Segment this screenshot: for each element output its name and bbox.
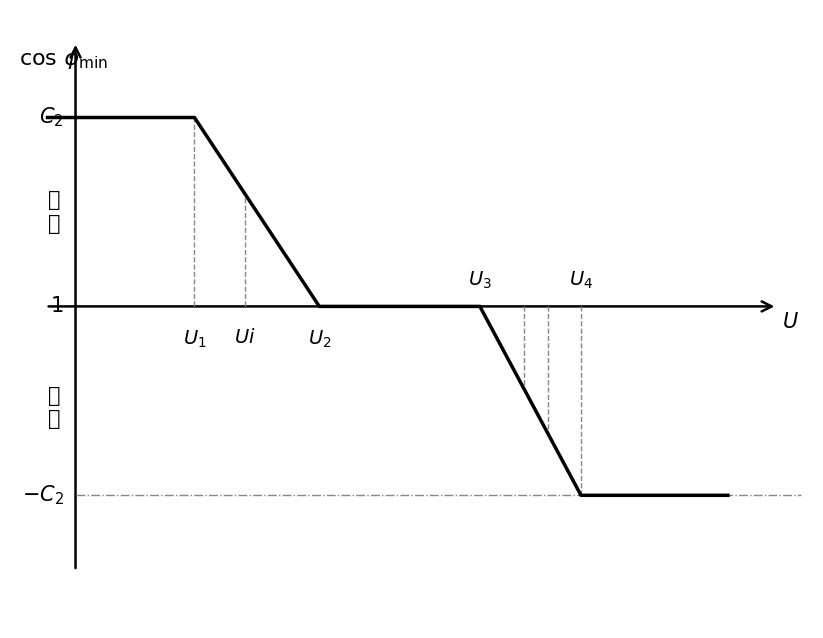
Text: $-C_2$: $-C_2$ [21,484,63,507]
Text: 滞
后: 滞 后 [49,190,61,234]
Text: 1: 1 [50,297,63,316]
Text: $Ui$: $Ui$ [235,329,256,348]
Text: $C_2$: $C_2$ [40,106,63,130]
Text: $U_1$: $U_1$ [183,329,207,350]
Text: $\cos\,\varphi_{\min}$: $\cos\,\varphi_{\min}$ [19,52,109,71]
Text: $U_4$: $U_4$ [569,269,593,291]
Text: $U_3$: $U_3$ [468,269,492,291]
Text: U: U [783,312,798,332]
Text: $U_2$: $U_2$ [308,329,331,350]
Text: 超
前: 超 前 [49,385,61,429]
